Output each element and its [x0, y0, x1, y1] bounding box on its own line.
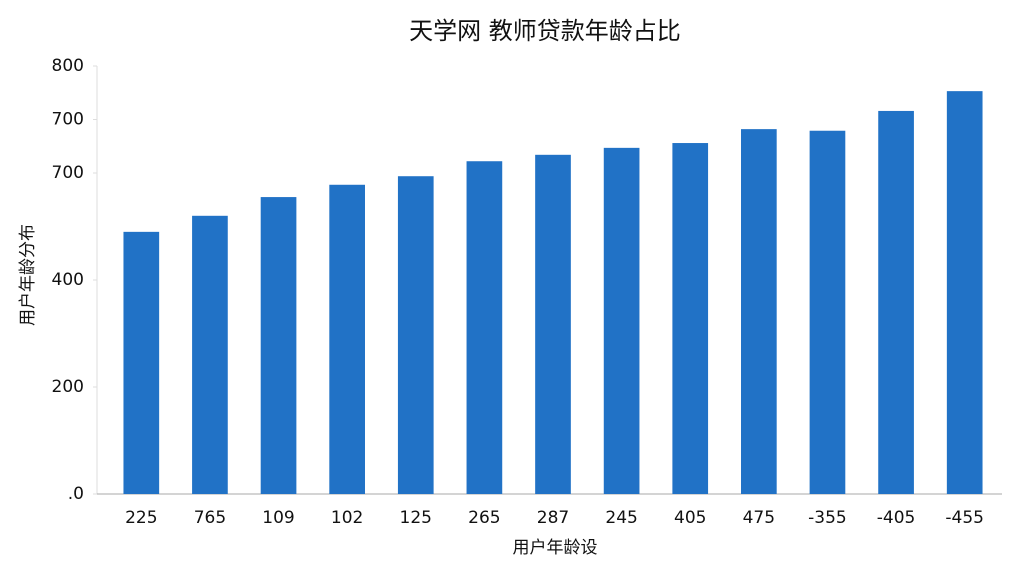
chart-title: 天学网 教师贷款年龄占比 [409, 17, 681, 45]
y-tick-label: 400 [52, 270, 84, 290]
y-tick-label: 700 [52, 110, 84, 130]
x-tick-label: 405 [674, 508, 706, 528]
y-axis-label: 用户年龄分布 [18, 224, 38, 326]
bar [809, 130, 846, 495]
bar [466, 161, 503, 495]
x-tick-label: -405 [877, 508, 916, 528]
x-tick-label: 765 [194, 508, 226, 528]
x-tick-label: 265 [468, 508, 500, 528]
bar [260, 197, 297, 494]
x-tick-label: 245 [605, 508, 637, 528]
x-tick-label: 125 [400, 508, 432, 528]
bar [672, 143, 709, 495]
x-tick-label: 287 [537, 508, 569, 528]
bar [946, 91, 983, 495]
bar [878, 110, 914, 494]
x-tick-label: -455 [945, 508, 984, 528]
bar [192, 215, 228, 495]
x-tick-label: 109 [262, 508, 294, 528]
y-tick-label: 700 [52, 163, 84, 183]
bar [535, 154, 571, 494]
y-tick-label: 800 [52, 56, 84, 76]
bar [741, 129, 777, 494]
bar [123, 231, 160, 494]
bar [397, 176, 434, 494]
x-tick-label: 225 [125, 508, 157, 528]
y-tick-label: 200 [52, 377, 84, 397]
x-tick-label: 102 [331, 508, 363, 528]
y-tick-label: .0 [68, 484, 84, 504]
x-tick-label: -355 [808, 508, 847, 528]
x-axis-label: 用户年龄设 [513, 538, 598, 558]
bar [329, 184, 365, 494]
bar [603, 147, 640, 495]
x-tick-label: 475 [743, 508, 775, 528]
